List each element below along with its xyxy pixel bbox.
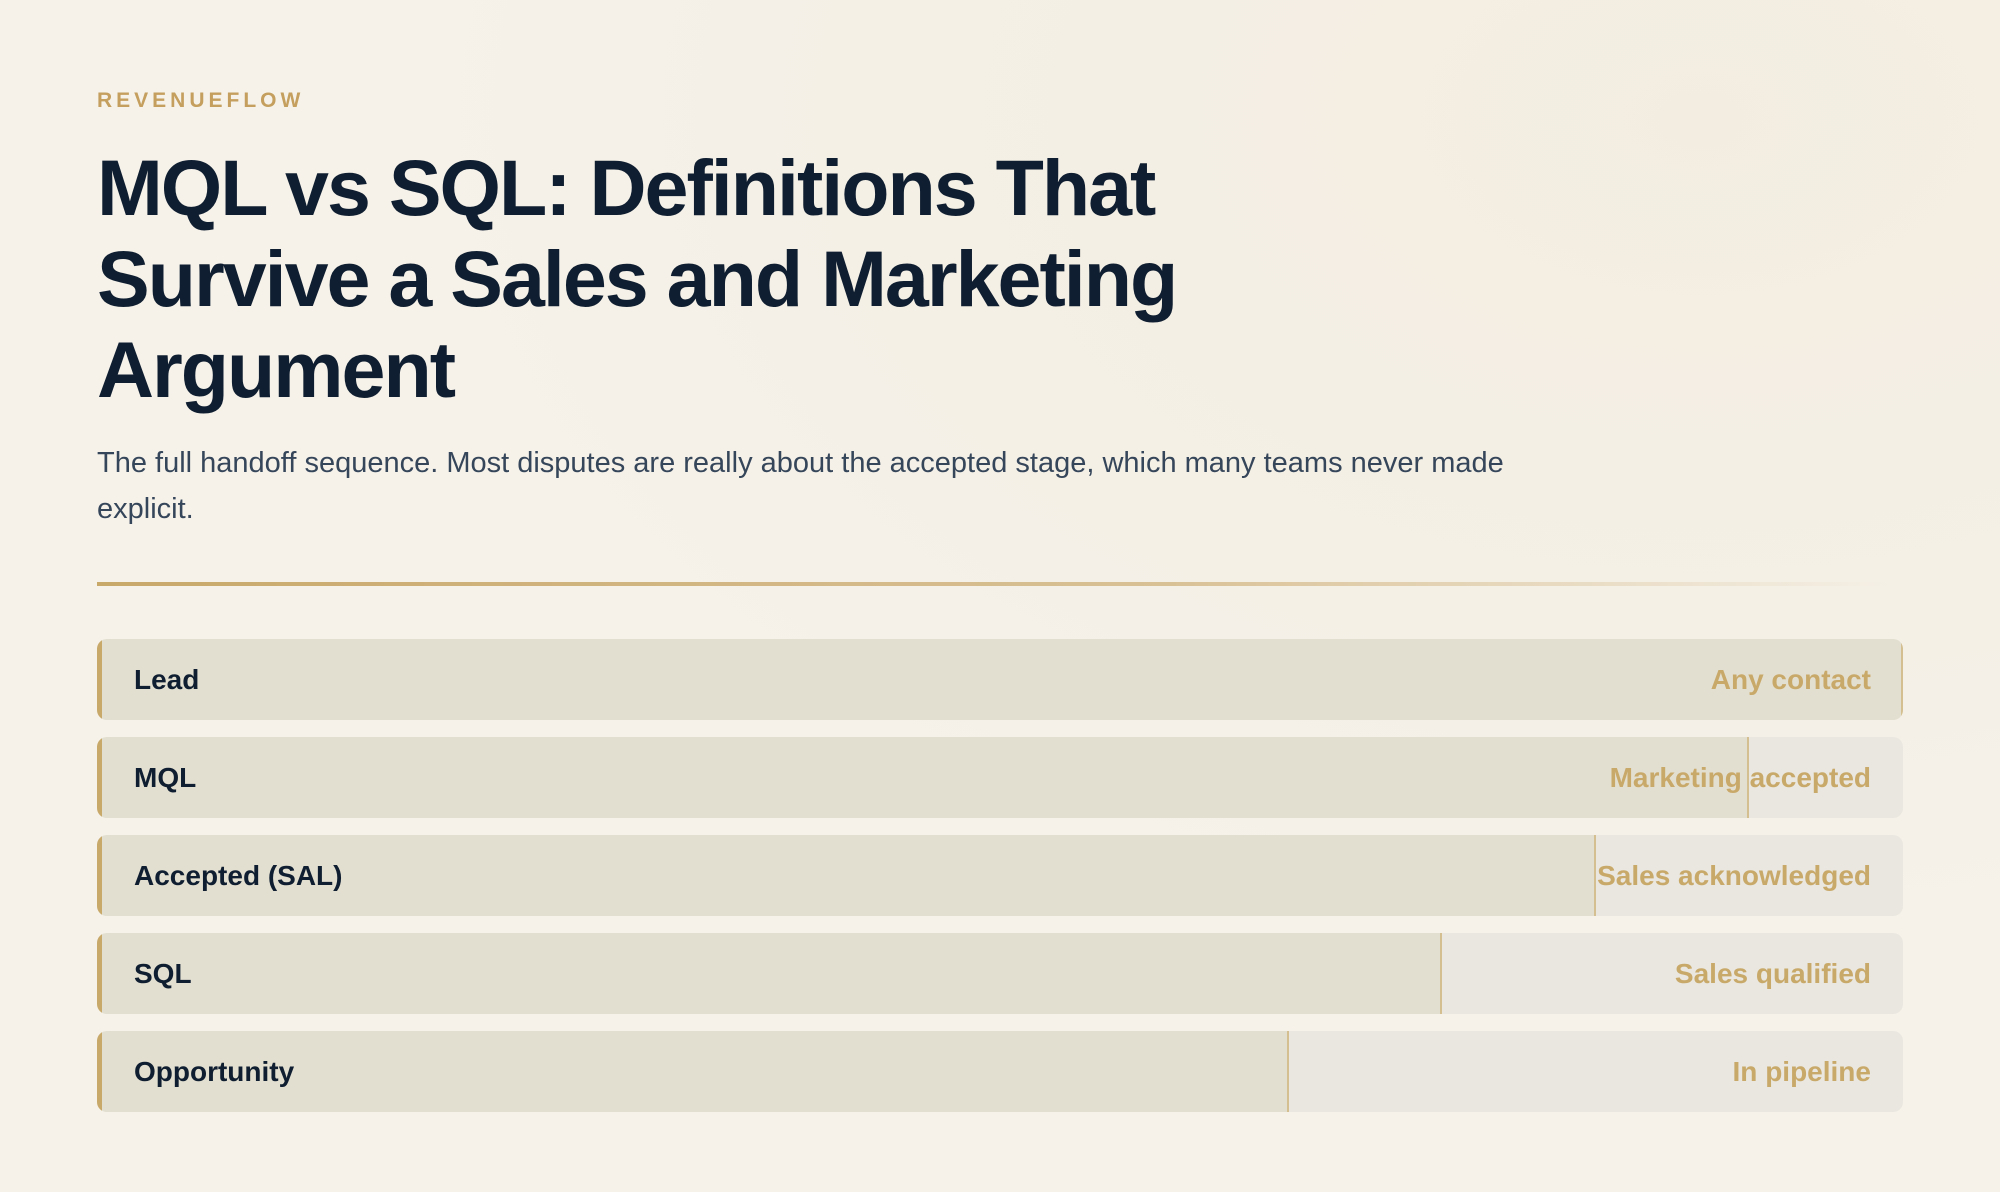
bar bbox=[97, 1031, 1289, 1112]
stage-label: MQL bbox=[134, 762, 197, 793]
stage-label: Accepted (SAL) bbox=[134, 860, 343, 891]
bar-accent bbox=[97, 737, 102, 818]
stage-label: SQL bbox=[134, 958, 192, 989]
divider bbox=[97, 582, 1887, 586]
bar bbox=[97, 737, 1750, 818]
bar-accent bbox=[97, 1031, 102, 1112]
stage-description: Any contact bbox=[1710, 664, 1871, 695]
title: MQL vs SQL: Definitions That Survive a S… bbox=[97, 143, 1178, 414]
stage-label: Lead bbox=[134, 664, 200, 695]
funnel-row: MQL Marketing accepted bbox=[97, 737, 1903, 818]
funnel-row: Opportunity In pipeline bbox=[97, 1031, 1903, 1112]
stage-label: Opportunity bbox=[134, 1056, 295, 1087]
stage-description: Sales qualified bbox=[1674, 958, 1871, 989]
funnel-row: Lead Any contact bbox=[97, 639, 1903, 720]
brand: REVENUEFLOW bbox=[97, 89, 305, 112]
bar bbox=[97, 933, 1443, 1014]
stage-description: Sales acknowledged bbox=[1597, 860, 1871, 891]
funnel: Lead Any contact MQL Marketing accepted Acce… bbox=[97, 639, 1903, 1129]
bar-accent bbox=[97, 639, 102, 720]
subtitle: The full handoff sequence. Most disputes… bbox=[97, 447, 1504, 525]
bar bbox=[97, 639, 1903, 720]
bar-accent bbox=[97, 835, 102, 916]
funnel-row: SQL Sales qualified bbox=[97, 933, 1903, 1014]
funnel-row: Accepted (SAL) Sales acknowledged bbox=[97, 835, 1903, 916]
bar bbox=[97, 835, 1596, 916]
stage-description: Marketing accepted bbox=[1609, 762, 1871, 793]
bar-accent bbox=[97, 933, 102, 1014]
stage-description: In pipeline bbox=[1732, 1056, 1871, 1087]
